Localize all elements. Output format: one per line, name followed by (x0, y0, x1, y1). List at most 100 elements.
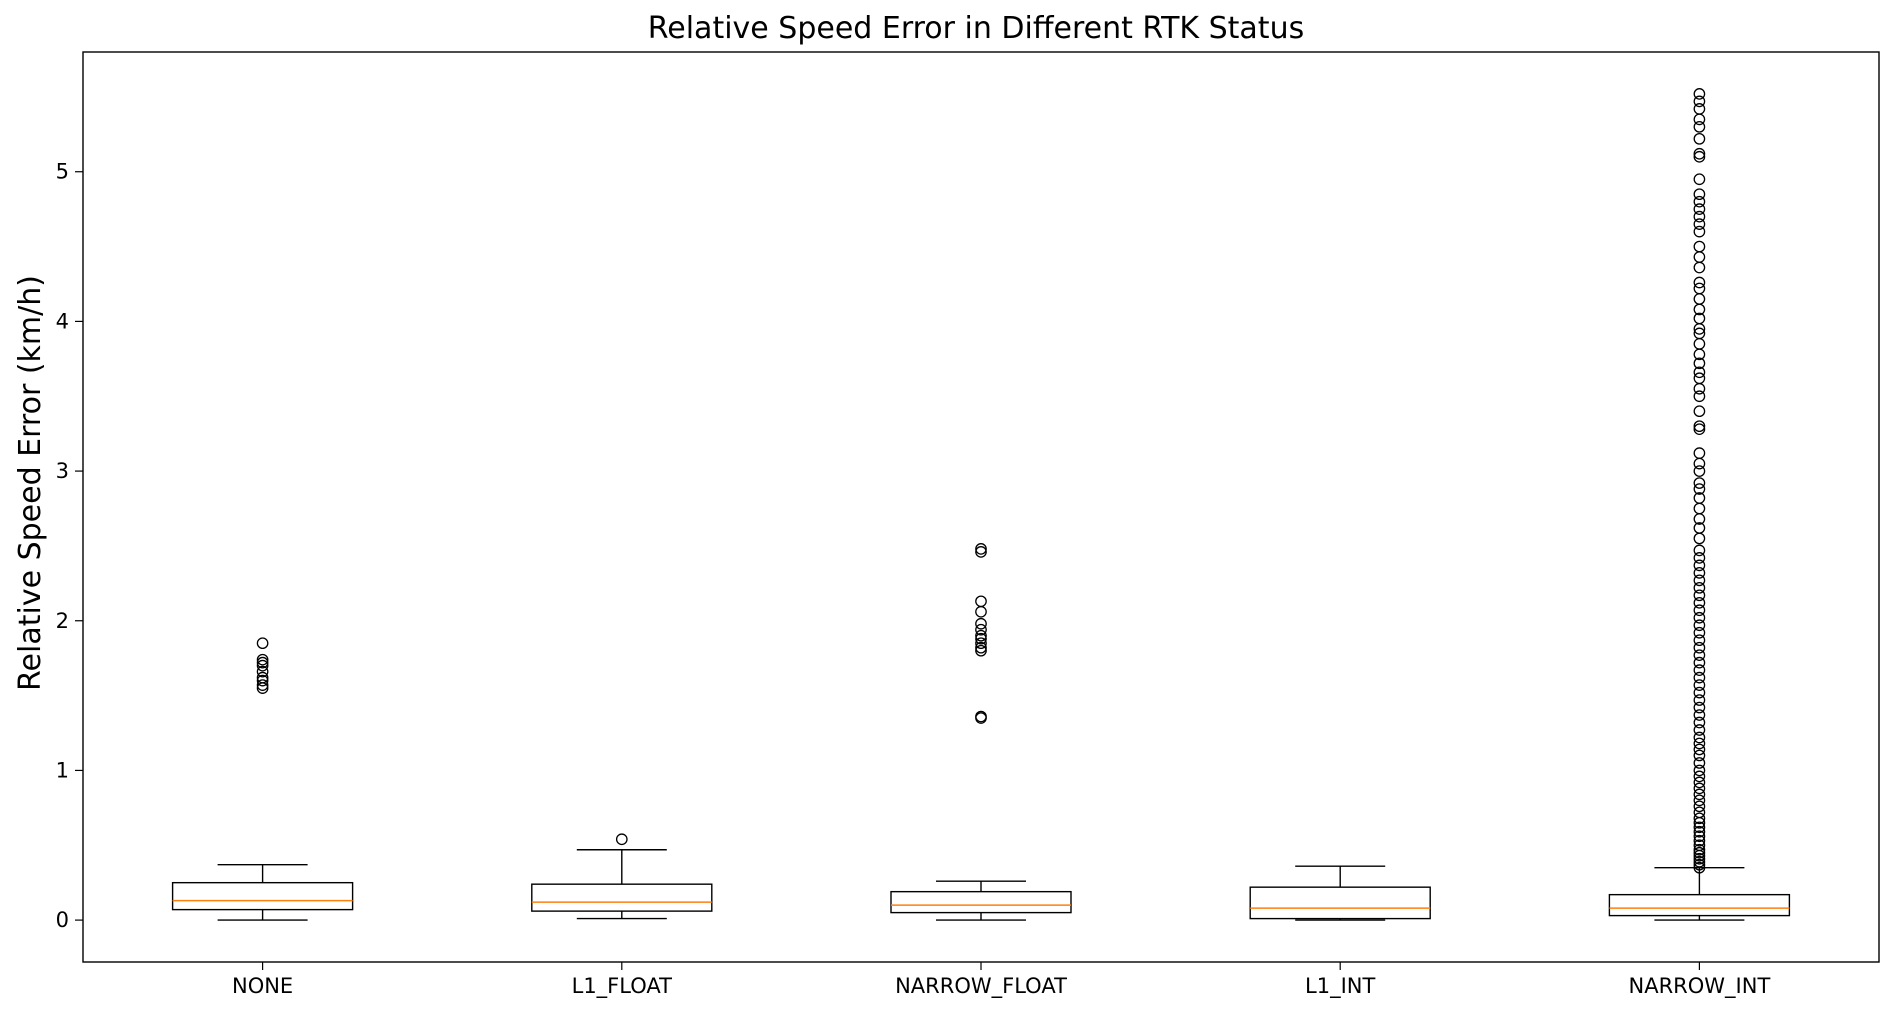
outlier-point (256, 674, 269, 687)
box-group (890, 543, 1072, 921)
outlier-point (1693, 596, 1706, 609)
outlier-point (1693, 559, 1706, 572)
outlier-point (1693, 225, 1706, 238)
x-tick-label: L1_INT (1305, 974, 1375, 999)
outlier-point (1693, 821, 1706, 834)
outlier-point (1693, 203, 1706, 216)
outlier-point (975, 710, 987, 723)
outlier-point (1693, 855, 1706, 868)
outlier-point (1693, 843, 1706, 856)
box-group (1608, 88, 1791, 921)
outlier-point (1693, 846, 1706, 859)
outlier-point (256, 679, 269, 691)
box-group (531, 833, 713, 920)
outlier-point (1693, 858, 1706, 871)
outlier-point (1693, 405, 1706, 418)
y-tick-label: 3 (56, 459, 69, 483)
outlier-point (1693, 839, 1706, 852)
outlier-point (1693, 788, 1706, 801)
outlier-point (975, 644, 987, 657)
outlier-point (1693, 544, 1706, 557)
outlier-point (1693, 113, 1706, 126)
outlier-point (1693, 132, 1706, 145)
outlier-point (1693, 656, 1706, 669)
outlier-point (1693, 806, 1706, 819)
outlier-point (256, 659, 269, 672)
outlier-point (256, 656, 269, 669)
y-tick-label: 2 (56, 609, 69, 633)
outlier-point (1693, 195, 1706, 208)
outlier-point (1693, 861, 1706, 874)
outlier-point (1693, 218, 1706, 230)
outlier-point (1693, 782, 1706, 795)
x-axis-ticks: NONE L1_FLOAT NARROW_FLOAT L1_INT NARROW_INT (232, 962, 1770, 999)
outlier-point (1693, 357, 1706, 370)
outlier-point (1693, 293, 1706, 305)
outlier-point (1693, 423, 1706, 436)
outlier-point (1693, 457, 1706, 470)
outlier-point (1693, 619, 1706, 632)
outlier-point (1693, 103, 1706, 115)
outlier-point (1693, 724, 1706, 736)
outlier-point (975, 595, 987, 608)
outlier-point (975, 546, 987, 558)
outlier-point (1693, 634, 1706, 647)
plot-frame (82, 51, 1880, 963)
outlier-point (1693, 830, 1706, 843)
outlier-point (1693, 88, 1706, 100)
outlier-point (1693, 147, 1706, 160)
outlier-point (1693, 709, 1706, 721)
outlier-point (1693, 776, 1706, 789)
outlier-point (1693, 372, 1706, 385)
outlier-point (1693, 240, 1706, 253)
outlier-point (1693, 626, 1706, 639)
outlier-point (1693, 716, 1706, 729)
box-group (171, 637, 354, 921)
outlier-point (1693, 567, 1706, 579)
outlier-point (256, 637, 269, 650)
outlier-point (1693, 611, 1706, 624)
outlier-point (615, 833, 628, 846)
x-tick-label: NARROW_FLOAT (895, 974, 1067, 999)
outlier-point (975, 629, 987, 642)
outlier-point (1693, 825, 1706, 838)
outlier-point (975, 543, 987, 555)
outlier-point (1693, 589, 1706, 602)
y-tick-label: 0 (56, 908, 69, 932)
outlier-point (975, 617, 987, 630)
outlier-point (1693, 251, 1706, 263)
iqr-box (890, 890, 1072, 914)
outlier-point (1693, 390, 1706, 403)
outlier-point (1693, 800, 1706, 813)
y-tick-label: 4 (56, 309, 69, 333)
outlier-point (975, 632, 987, 645)
y-tick-label: 1 (56, 758, 69, 782)
outlier-point (1693, 604, 1706, 617)
iqr-box (1608, 893, 1791, 917)
x-tick-label: L1_FLOAT (572, 974, 672, 999)
x-tick-label: NARROW_INT (1629, 974, 1771, 999)
outlier-point (1693, 679, 1706, 691)
outlier-point (1693, 188, 1706, 201)
iqr-box (1249, 886, 1431, 920)
outlier-point (1693, 502, 1706, 515)
outlier-point (1693, 447, 1706, 459)
outlier-point (1693, 522, 1706, 534)
outlier-point (1693, 210, 1706, 223)
outlier-point (1693, 852, 1706, 865)
outlier-point (1693, 282, 1706, 295)
outlier-point (1693, 743, 1706, 756)
outlier-point (1693, 173, 1706, 186)
outlier-point (1693, 770, 1706, 783)
outlier-point (256, 653, 269, 666)
outlier-point (1693, 764, 1706, 777)
outlier-point (1693, 492, 1706, 504)
outlier-point (975, 637, 987, 650)
y-tick-label: 5 (56, 160, 69, 184)
outlier-point (1693, 749, 1706, 762)
outlier-point (1693, 382, 1706, 395)
outlier-point (1693, 649, 1706, 662)
outlier-point (1693, 731, 1706, 744)
outlier-point (1693, 671, 1706, 684)
